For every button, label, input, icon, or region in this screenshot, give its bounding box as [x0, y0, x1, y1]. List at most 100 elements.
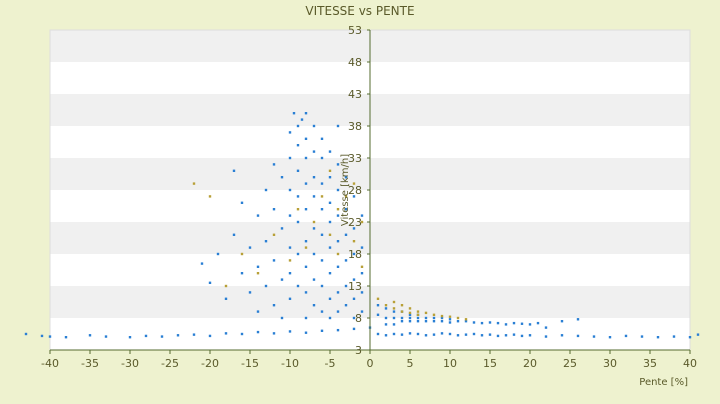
data-point	[592, 335, 596, 338]
data-point	[296, 284, 300, 288]
data-point	[504, 323, 508, 326]
data-point	[304, 137, 308, 140]
data-point	[448, 321, 452, 324]
data-point	[256, 214, 260, 217]
data-point	[352, 252, 356, 256]
x-tick-label: 5	[407, 357, 414, 370]
x-tick-label: -15	[241, 357, 259, 370]
data-point	[296, 144, 300, 147]
data-point	[360, 291, 364, 294]
data-point	[400, 316, 404, 320]
y-tick-label: 53	[348, 24, 362, 37]
data-point	[280, 227, 284, 230]
data-point	[376, 297, 380, 300]
data-point	[472, 332, 476, 336]
y-tick-label: 3	[355, 344, 362, 357]
x-tick-label: 35	[643, 357, 657, 370]
x-tick-label: 40	[683, 357, 697, 370]
data-point	[560, 334, 564, 337]
data-point	[320, 208, 324, 211]
data-point	[288, 259, 292, 262]
data-point	[528, 323, 532, 326]
y-tick-label: 33	[348, 152, 362, 165]
data-point	[264, 284, 268, 288]
data-point	[288, 272, 292, 275]
data-point	[464, 318, 468, 321]
data-point	[536, 321, 540, 325]
data-point	[288, 188, 292, 192]
data-point	[336, 328, 340, 332]
data-point	[448, 332, 452, 336]
data-point	[320, 182, 324, 185]
data-point	[392, 332, 396, 336]
data-point	[144, 334, 148, 338]
data-point	[344, 176, 348, 179]
data-point	[300, 118, 304, 121]
data-point	[360, 310, 364, 313]
data-point	[336, 188, 340, 192]
data-points	[24, 112, 700, 339]
data-point	[328, 201, 332, 204]
data-point	[272, 332, 276, 335]
x-tick-label: -25	[161, 357, 179, 370]
data-point	[336, 240, 340, 243]
x-tick-label: -20	[201, 357, 219, 370]
data-point	[376, 332, 380, 336]
data-point	[392, 316, 396, 320]
data-point	[440, 316, 444, 320]
data-point	[312, 252, 316, 256]
data-point	[688, 336, 692, 339]
data-point	[288, 156, 292, 160]
data-point	[488, 321, 492, 324]
data-point	[304, 246, 308, 249]
data-point	[464, 333, 468, 336]
y-tick-label: 28	[348, 184, 362, 197]
data-point	[448, 315, 452, 318]
data-point	[472, 321, 476, 324]
y-tick-label: 8	[355, 312, 362, 325]
data-point	[272, 233, 276, 236]
data-point	[336, 291, 340, 294]
data-point	[608, 336, 612, 339]
data-point	[296, 124, 300, 128]
data-point	[248, 246, 252, 249]
data-point	[232, 169, 236, 172]
x-tick-label: -35	[81, 357, 99, 370]
data-point	[304, 331, 308, 334]
data-point	[392, 310, 396, 313]
data-point	[208, 334, 212, 338]
data-point	[328, 220, 332, 224]
data-point	[400, 310, 404, 313]
data-point	[312, 150, 316, 153]
data-point	[640, 335, 644, 338]
data-point	[480, 334, 484, 337]
data-point	[320, 284, 324, 288]
data-point	[544, 326, 548, 329]
data-point	[352, 195, 356, 198]
data-point	[336, 214, 340, 217]
chart-title: VITESSE vs PENTE	[305, 4, 414, 18]
data-point	[224, 284, 228, 288]
data-point	[312, 220, 316, 224]
data-point	[344, 208, 348, 211]
data-point	[328, 272, 332, 275]
data-point	[24, 332, 28, 336]
y-tick-label: 38	[348, 120, 362, 133]
x-tick-label: -40	[41, 357, 59, 370]
data-point	[40, 334, 44, 338]
data-point	[176, 334, 180, 337]
axes	[49, 29, 691, 354]
data-point	[440, 332, 444, 335]
data-point	[64, 336, 68, 339]
data-point	[192, 333, 196, 336]
data-point	[208, 281, 212, 284]
data-point	[408, 316, 412, 320]
data-point	[384, 334, 388, 337]
data-point	[352, 316, 356, 320]
data-point	[560, 320, 564, 323]
data-point	[344, 195, 348, 198]
data-point	[408, 311, 412, 315]
data-point	[344, 304, 348, 307]
data-point	[344, 284, 348, 288]
